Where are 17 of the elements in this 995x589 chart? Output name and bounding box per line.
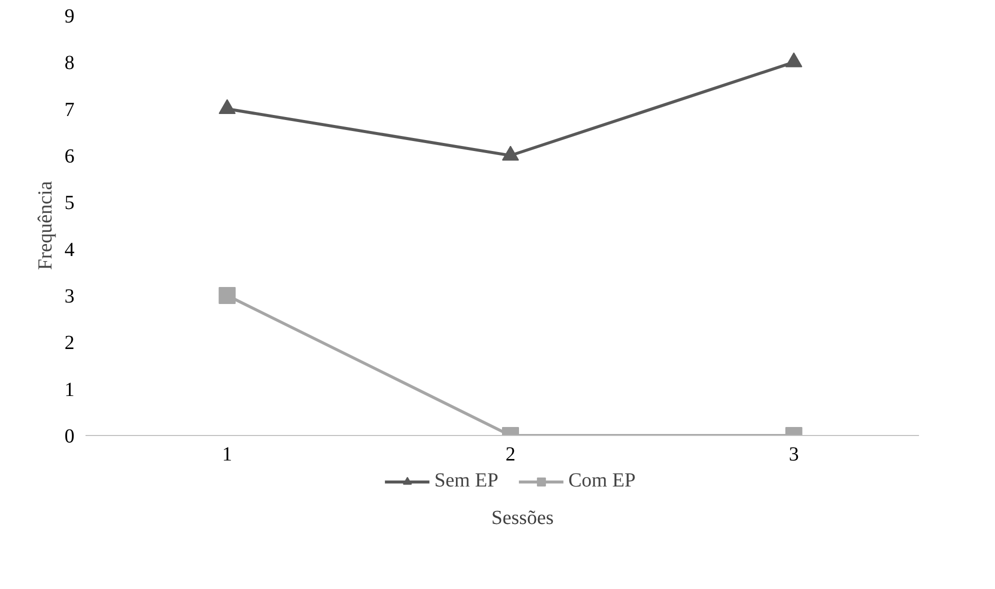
y-axis-title: Frequência — [34, 180, 56, 270]
y-tick-label: 5 — [64, 192, 74, 214]
y-tick-label: 6 — [64, 146, 74, 168]
y-tick-label: 0 — [64, 426, 74, 448]
x-axis-title: Sessões — [491, 506, 554, 531]
y-tick-label: 9 — [64, 6, 74, 28]
x-tick-label: 2 — [506, 444, 516, 466]
y-tick-label: 4 — [64, 238, 74, 261]
y-tick-label: 2 — [64, 332, 74, 354]
y-tick-label: 7 — [64, 98, 74, 121]
x-tick-label: 3 — [788, 444, 799, 466]
y-tick-label: 3 — [64, 286, 74, 308]
x-tick-label: 1 — [222, 444, 232, 466]
legend-label: Com EP — [568, 470, 636, 492]
legend-label: Sem EP — [434, 470, 498, 492]
y-tick-label: 8 — [64, 52, 74, 74]
y-tick-label: 1 — [64, 378, 74, 401]
